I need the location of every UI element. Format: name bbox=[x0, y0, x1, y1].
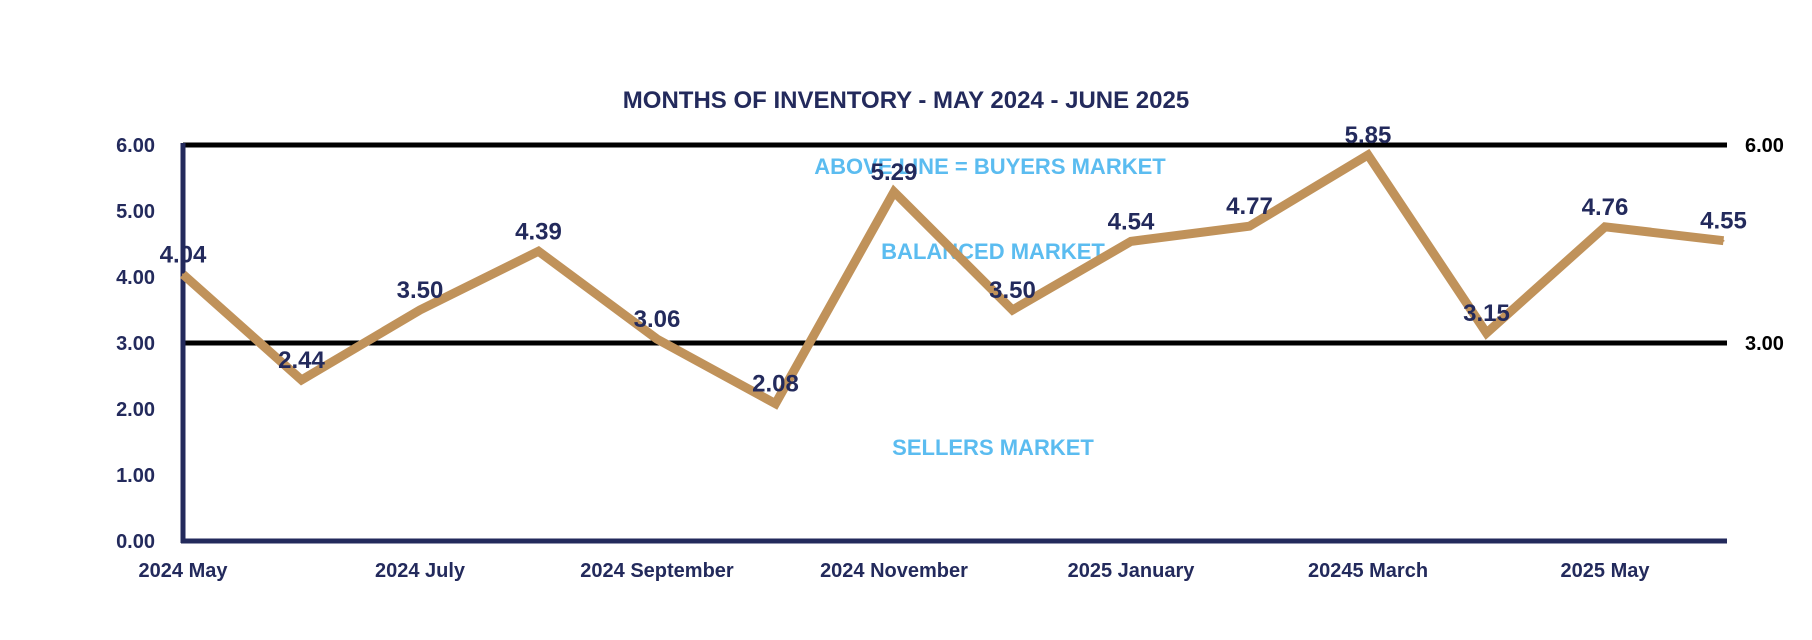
y-tick-label: 4.00 bbox=[116, 267, 155, 289]
data-label: 3.50 bbox=[989, 277, 1036, 304]
data-point bbox=[419, 309, 421, 311]
data-point bbox=[656, 338, 658, 341]
data-point bbox=[893, 190, 895, 193]
data-label: 3.06 bbox=[634, 306, 681, 333]
data-label: 4.04 bbox=[160, 241, 207, 268]
y-tick-label: 2.00 bbox=[116, 399, 155, 421]
data-label: 2.08 bbox=[752, 371, 799, 398]
inventory-series-line bbox=[180, 148, 1725, 410]
data-point bbox=[1130, 240, 1132, 243]
chart-title: MONTHS OF INVENTORY - MAY 2024 - JUNE 20… bbox=[623, 87, 1189, 114]
data-label: 3.15 bbox=[1463, 300, 1510, 327]
data-label: 4.76 bbox=[1582, 194, 1629, 221]
x-tick-label: 2025 January bbox=[1068, 560, 1196, 582]
sellers-market-annotation: SELLERS MARKET bbox=[892, 435, 1094, 460]
y-tick-label: 6.00 bbox=[116, 135, 155, 157]
data-point bbox=[1011, 309, 1014, 311]
x-tick-label: 2024 November bbox=[820, 560, 968, 582]
balanced-market-annotation: BALANCED MARKET bbox=[881, 239, 1105, 264]
data-point bbox=[300, 378, 303, 381]
data-label: 4.55 bbox=[1700, 208, 1747, 235]
x-tick-label: 20245 March bbox=[1308, 560, 1428, 582]
data-point bbox=[537, 250, 540, 253]
x-tick-label: 2024 July bbox=[375, 560, 466, 582]
reference-line-label: 6.00 bbox=[1745, 135, 1784, 157]
data-point bbox=[1367, 153, 1369, 156]
y-tick-label: 1.00 bbox=[116, 465, 155, 487]
y-tick-label: 0.00 bbox=[116, 531, 155, 553]
buyers-market-annotation: ABOVE LINE = BUYERS MARKET bbox=[814, 154, 1166, 179]
data-label: 4.39 bbox=[515, 218, 562, 245]
data-label: 4.77 bbox=[1226, 193, 1273, 220]
x-tick-label: 2025 May bbox=[1561, 560, 1651, 582]
data-point bbox=[182, 273, 184, 276]
x-tick-label: 2024 May bbox=[139, 560, 229, 582]
data-label: 5.85 bbox=[1345, 122, 1392, 149]
data-point bbox=[1722, 239, 1725, 242]
data-label: 4.54 bbox=[1108, 208, 1155, 235]
data-point bbox=[1485, 332, 1488, 335]
data-label: 5.29 bbox=[871, 159, 918, 186]
data-point bbox=[1248, 225, 1251, 228]
data-point bbox=[1604, 225, 1606, 228]
y-tick-label: 3.00 bbox=[116, 333, 155, 355]
data-label: 2.44 bbox=[278, 347, 325, 374]
x-tick-label: 2024 September bbox=[580, 560, 734, 582]
data-point bbox=[774, 402, 777, 405]
data-label: 3.50 bbox=[397, 277, 444, 304]
reference-line-label: 3.00 bbox=[1745, 333, 1784, 355]
y-tick-label: 5.00 bbox=[116, 201, 155, 223]
